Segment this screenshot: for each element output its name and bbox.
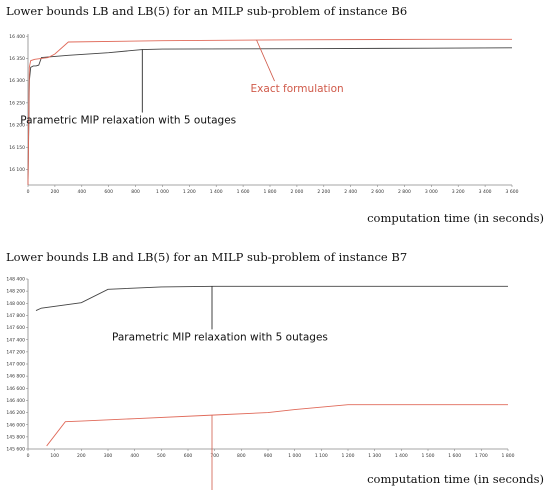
y-tick-label: 16 300 bbox=[9, 78, 25, 84]
x-tick-label: 1 200 bbox=[342, 453, 355, 459]
y-tick-label: 146 000 bbox=[6, 422, 25, 428]
y-tick-label: 148 000 bbox=[6, 301, 25, 307]
x-tick-label: 1 600 bbox=[448, 453, 461, 459]
x-tick-label: 1 400 bbox=[395, 453, 408, 459]
y-tick-label: 145 800 bbox=[6, 434, 25, 440]
annotation-leader bbox=[256, 39, 275, 82]
x-tick-label: 800 bbox=[131, 189, 140, 195]
chart2-plot: 0 100 200 300 400 500 600 700 800 900 1 000 1 100 1 … bbox=[6, 277, 515, 490]
x-tick-label: 1 800 bbox=[264, 189, 277, 195]
chart2-xlabel: computation time (in seconds) bbox=[367, 472, 544, 486]
x-tick-label: 1 500 bbox=[422, 453, 435, 459]
x-tick-label: 800 bbox=[237, 453, 246, 459]
x-tick-label: 1 000 bbox=[156, 189, 169, 195]
x-tick-label: 300 bbox=[104, 453, 113, 459]
x-tick-label: 2 400 bbox=[344, 189, 357, 195]
y-tick-label: 146 200 bbox=[6, 410, 25, 416]
y-tick-label: 16 150 bbox=[9, 145, 25, 151]
x-tick-label: 200 bbox=[51, 189, 60, 195]
x-tick-label: 400 bbox=[130, 453, 139, 459]
series-line-exact-formulation bbox=[27, 38, 512, 186]
x-tick-label: 700 bbox=[210, 453, 219, 459]
x-tick-label: 0 bbox=[27, 189, 30, 195]
x-tick-label: 1 300 bbox=[368, 453, 381, 459]
x-tick-label: 600 bbox=[184, 453, 193, 459]
y-tick-label: 16 100 bbox=[9, 167, 25, 173]
x-tick-label: 2 600 bbox=[371, 189, 384, 195]
chart2-title: Lower bounds LB and LB(5) for an MILP su… bbox=[6, 250, 408, 264]
y-tick-label: 146 600 bbox=[6, 386, 25, 392]
chart1-title: Lower bounds LB and LB(5) for an MILP su… bbox=[6, 4, 408, 18]
series-line-parametric-mip bbox=[35, 285, 508, 311]
x-tick-label: 900 bbox=[264, 453, 273, 459]
y-tick-label: 147 800 bbox=[6, 313, 25, 319]
y-tick-label: 147 400 bbox=[6, 337, 25, 343]
series-line-parametric-mip bbox=[27, 47, 513, 186]
y-tick-label: 147 200 bbox=[6, 349, 25, 355]
x-tick-label: 500 bbox=[157, 453, 166, 459]
y-tick-label: 146 800 bbox=[6, 374, 25, 380]
x-tick-label: 1 000 bbox=[288, 453, 301, 459]
x-tick-label: 2 200 bbox=[317, 189, 330, 195]
y-tick-label: 147 000 bbox=[6, 362, 25, 368]
series-line-exact-formulation bbox=[46, 404, 508, 447]
chart1-xlabel: computation time (in seconds) bbox=[367, 211, 544, 225]
x-tick-label: 1 800 bbox=[502, 453, 515, 459]
x-tick-label: 2 800 bbox=[398, 189, 411, 195]
y-tick-label: 148 200 bbox=[6, 289, 25, 295]
y-tick-label: 147 600 bbox=[6, 325, 25, 331]
x-tick-label: 1 700 bbox=[475, 453, 488, 459]
x-tick-label: 3 200 bbox=[452, 189, 465, 195]
x-tick-label: 1 100 bbox=[315, 453, 328, 459]
y-tick-label: 148 400 bbox=[6, 277, 25, 283]
x-tick-label: 3 600 bbox=[506, 189, 519, 195]
x-tick-label: 3 000 bbox=[425, 189, 438, 195]
y-tick-label: 146 400 bbox=[6, 398, 25, 404]
y-tick-label: 16 350 bbox=[9, 56, 25, 62]
x-tick-label: 3 400 bbox=[479, 189, 492, 195]
y-tick-label: 145 600 bbox=[6, 447, 25, 453]
y-tick-label: 16 400 bbox=[9, 34, 25, 40]
y-tick-label: 16 250 bbox=[9, 100, 25, 106]
x-tick-label: 600 bbox=[104, 189, 113, 195]
annotation-label: Parametric MIP relaxation with 5 outages bbox=[20, 115, 236, 127]
x-tick-label: 400 bbox=[77, 189, 86, 195]
y-tick-label: 16 200 bbox=[9, 123, 25, 129]
x-tick-label: 2 000 bbox=[290, 189, 303, 195]
chart1-plot: 0 200 400 600 800 1 000 1 200 1 400 1 600 1 800 2 … bbox=[9, 34, 519, 195]
x-tick-label: 1 400 bbox=[210, 189, 223, 195]
x-tick-label: 0 bbox=[27, 453, 30, 459]
x-tick-label: 1 600 bbox=[237, 189, 250, 195]
x-tick-label: 200 bbox=[77, 453, 86, 459]
x-tick-label: 100 bbox=[50, 453, 59, 459]
x-tick-label: 1 200 bbox=[183, 189, 196, 195]
annotation-label: Exact formulation bbox=[251, 83, 344, 95]
annotation-label: Parametric MIP relaxation with 5 outages bbox=[112, 331, 328, 343]
